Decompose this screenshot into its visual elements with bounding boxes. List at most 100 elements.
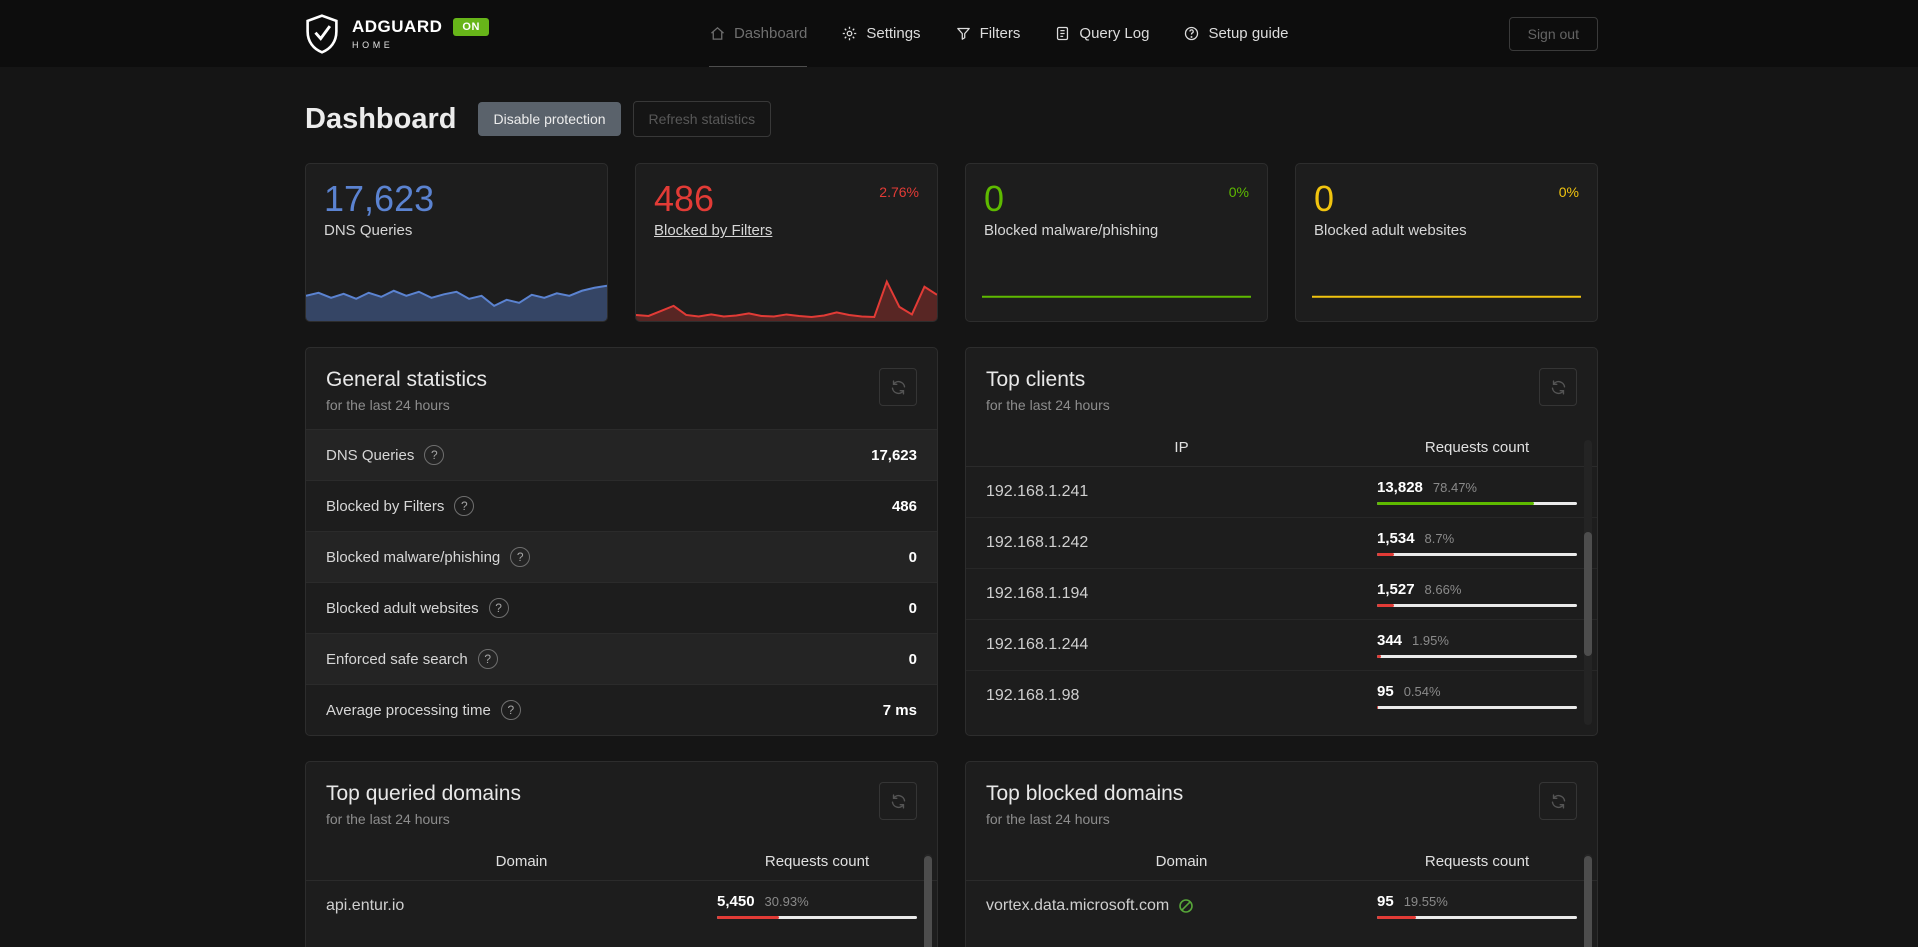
nav-item-settings[interactable]: Settings [841,0,921,67]
stat-percent: 0% [1558,184,1579,200]
sparkline-chart [306,267,607,321]
stat-value: 0 [984,178,1005,219]
brand-subname: HOME [352,40,394,50]
gear-icon [843,26,857,41]
top-clients-table: 192.168.1.241 13,828 78.47% [966,467,1597,721]
progress-bar-fill [1377,604,1395,607]
nav-item-query-log[interactable]: Query Log [1054,0,1149,67]
stat-card: 486 2.76% Blocked by Filters [635,163,938,322]
requests-count: 5,450 [717,893,755,910]
card-title: Top blocked domains [986,782,1184,805]
help-icon[interactable] [424,445,445,465]
stats-row-value: 0 [908,650,917,668]
stats-row-label: Blocked adult websites [326,599,479,617]
nav-item-setup-guide[interactable]: Setup guide [1183,0,1289,67]
nav-item-dashboard[interactable]: Dashboard [708,0,808,67]
dashboard-page: Dashboard Disable protection Refresh sta… [305,101,1598,947]
progress-bar-fill [1377,655,1381,658]
help-icon[interactable] [500,700,521,720]
card-subtitle: for the last 24 hours [986,811,1110,827]
refresh-button[interactable] [879,368,917,406]
requests-percent: 1.95% [1412,633,1449,648]
top-clients-card: Top clients for the last 24 hours IP Req… [965,347,1598,736]
stats-row-value: 17,623 [871,446,917,464]
refresh-statistics-button[interactable]: Refresh statistics [632,101,772,137]
requests-count: 95 [1377,683,1394,700]
nav-item-filters[interactable]: Filters [955,0,1020,67]
log-icon [1057,26,1069,41]
table-row: 192.168.1.194 1,527 8.66% [966,569,1597,620]
stat-value: 17,623 [324,178,435,219]
card-subtitle: for the last 24 hours [326,811,450,827]
column-header-ip: IP [1174,439,1189,456]
table-header: Domain Requests count [306,843,937,881]
scrollbar-track [1584,854,1592,947]
stat-card: 0 0% Blocked malware/phishing [965,163,1268,322]
client-ip: 192.168.1.244 [986,636,1089,653]
client-ip: 192.168.1.241 [986,483,1089,500]
table-header: IP Requests count [966,429,1597,467]
page-title: Dashboard [305,102,457,135]
progress-bar-fill [1377,553,1395,556]
stat-cards-row: 17,623 DNS Queries 486 2.76% Blocked by … [305,163,1598,322]
sparkline-chart [982,269,1251,299]
help-icon[interactable] [510,547,531,567]
requests-count: 344 [1377,632,1403,649]
table-row: api.entur.io 5,450 30.93% [306,881,937,931]
progress-bar [1377,706,1577,709]
requests-percent: 78.47% [1432,480,1477,495]
stats-row-value: 486 [891,497,917,515]
stat-value: 486 [654,178,715,219]
card-title: Top queried domains [326,782,521,805]
requests-percent: 30.93% [764,894,809,909]
stat-label[interactable]: Blocked by Filters [654,222,773,240]
main-nav: Dashboard Settings Filters Query Log Set… [708,0,1289,67]
stats-row: Blocked malware/phishing 0 [306,531,937,582]
stats-row-label: Enforced safe search [326,650,468,668]
top-nav: ADGUARD ON HOME Dashboard Settings Filte… [0,0,1918,67]
protection-on-badge: ON [453,18,489,36]
refresh-button[interactable] [1539,368,1577,406]
refresh-button[interactable] [879,782,917,820]
sign-out-button[interactable]: Sign out [1508,16,1598,51]
table-row: 192.168.1.244 344 1.95% [966,620,1597,671]
stats-row: DNS Queries 17,623 [306,429,937,480]
column-header-domain: Domain [1155,853,1208,870]
scrollbar-thumb[interactable] [924,856,932,947]
scrollbar-thumb[interactable] [1584,856,1592,947]
table-row: vortex.data.microsoft.com 95 19.55% [966,881,1597,931]
requests-percent: 8.7% [1424,531,1455,546]
refresh-icon [891,379,905,395]
scrollbar-track [1584,440,1592,725]
card-subtitle: for the last 24 hours [986,397,1110,413]
stats-row-value: 7 ms [882,701,917,719]
stats-row-value: 0 [908,548,917,566]
sparkline-chart [636,267,937,321]
stat-label: Blocked malware/phishing [984,222,1159,240]
scrollbar-thumb[interactable] [1584,532,1592,656]
brand[interactable]: ADGUARD ON HOME [305,0,489,67]
requests-count: 95 [1377,893,1394,910]
general-statistics-table: DNS Queries 17,623 Blocked by Filters 48… [306,429,937,735]
help-icon[interactable] [488,598,509,618]
home-icon [711,26,724,40]
table-header: Domain Requests count [966,843,1597,881]
progress-bar [717,916,917,919]
help-icon[interactable] [477,649,498,669]
stat-label: DNS Queries [324,222,413,240]
refresh-button[interactable] [1539,782,1577,820]
filter-icon [956,27,970,40]
progress-bar-fill [717,916,779,919]
stats-row-label: Blocked malware/phishing [326,548,501,566]
help-icon[interactable] [454,496,475,516]
brand-name: ADGUARD [352,17,443,36]
stats-row: Average processing time 7 ms [306,684,937,735]
column-header-requests: Requests count [764,853,870,870]
refresh-icon [1551,793,1565,809]
domain-name: vortex.data.microsoft.com [986,897,1170,914]
top-blocked-domains-card: Top blocked domains for the last 24 hour… [965,761,1598,947]
column-header-requests: Requests count [1424,439,1530,456]
disable-protection-button[interactable]: Disable protection [478,102,621,136]
stats-row-label: Blocked by Filters [326,497,445,515]
top-blocked-domains-table: vortex.data.microsoft.com 95 19.55% [966,881,1597,931]
